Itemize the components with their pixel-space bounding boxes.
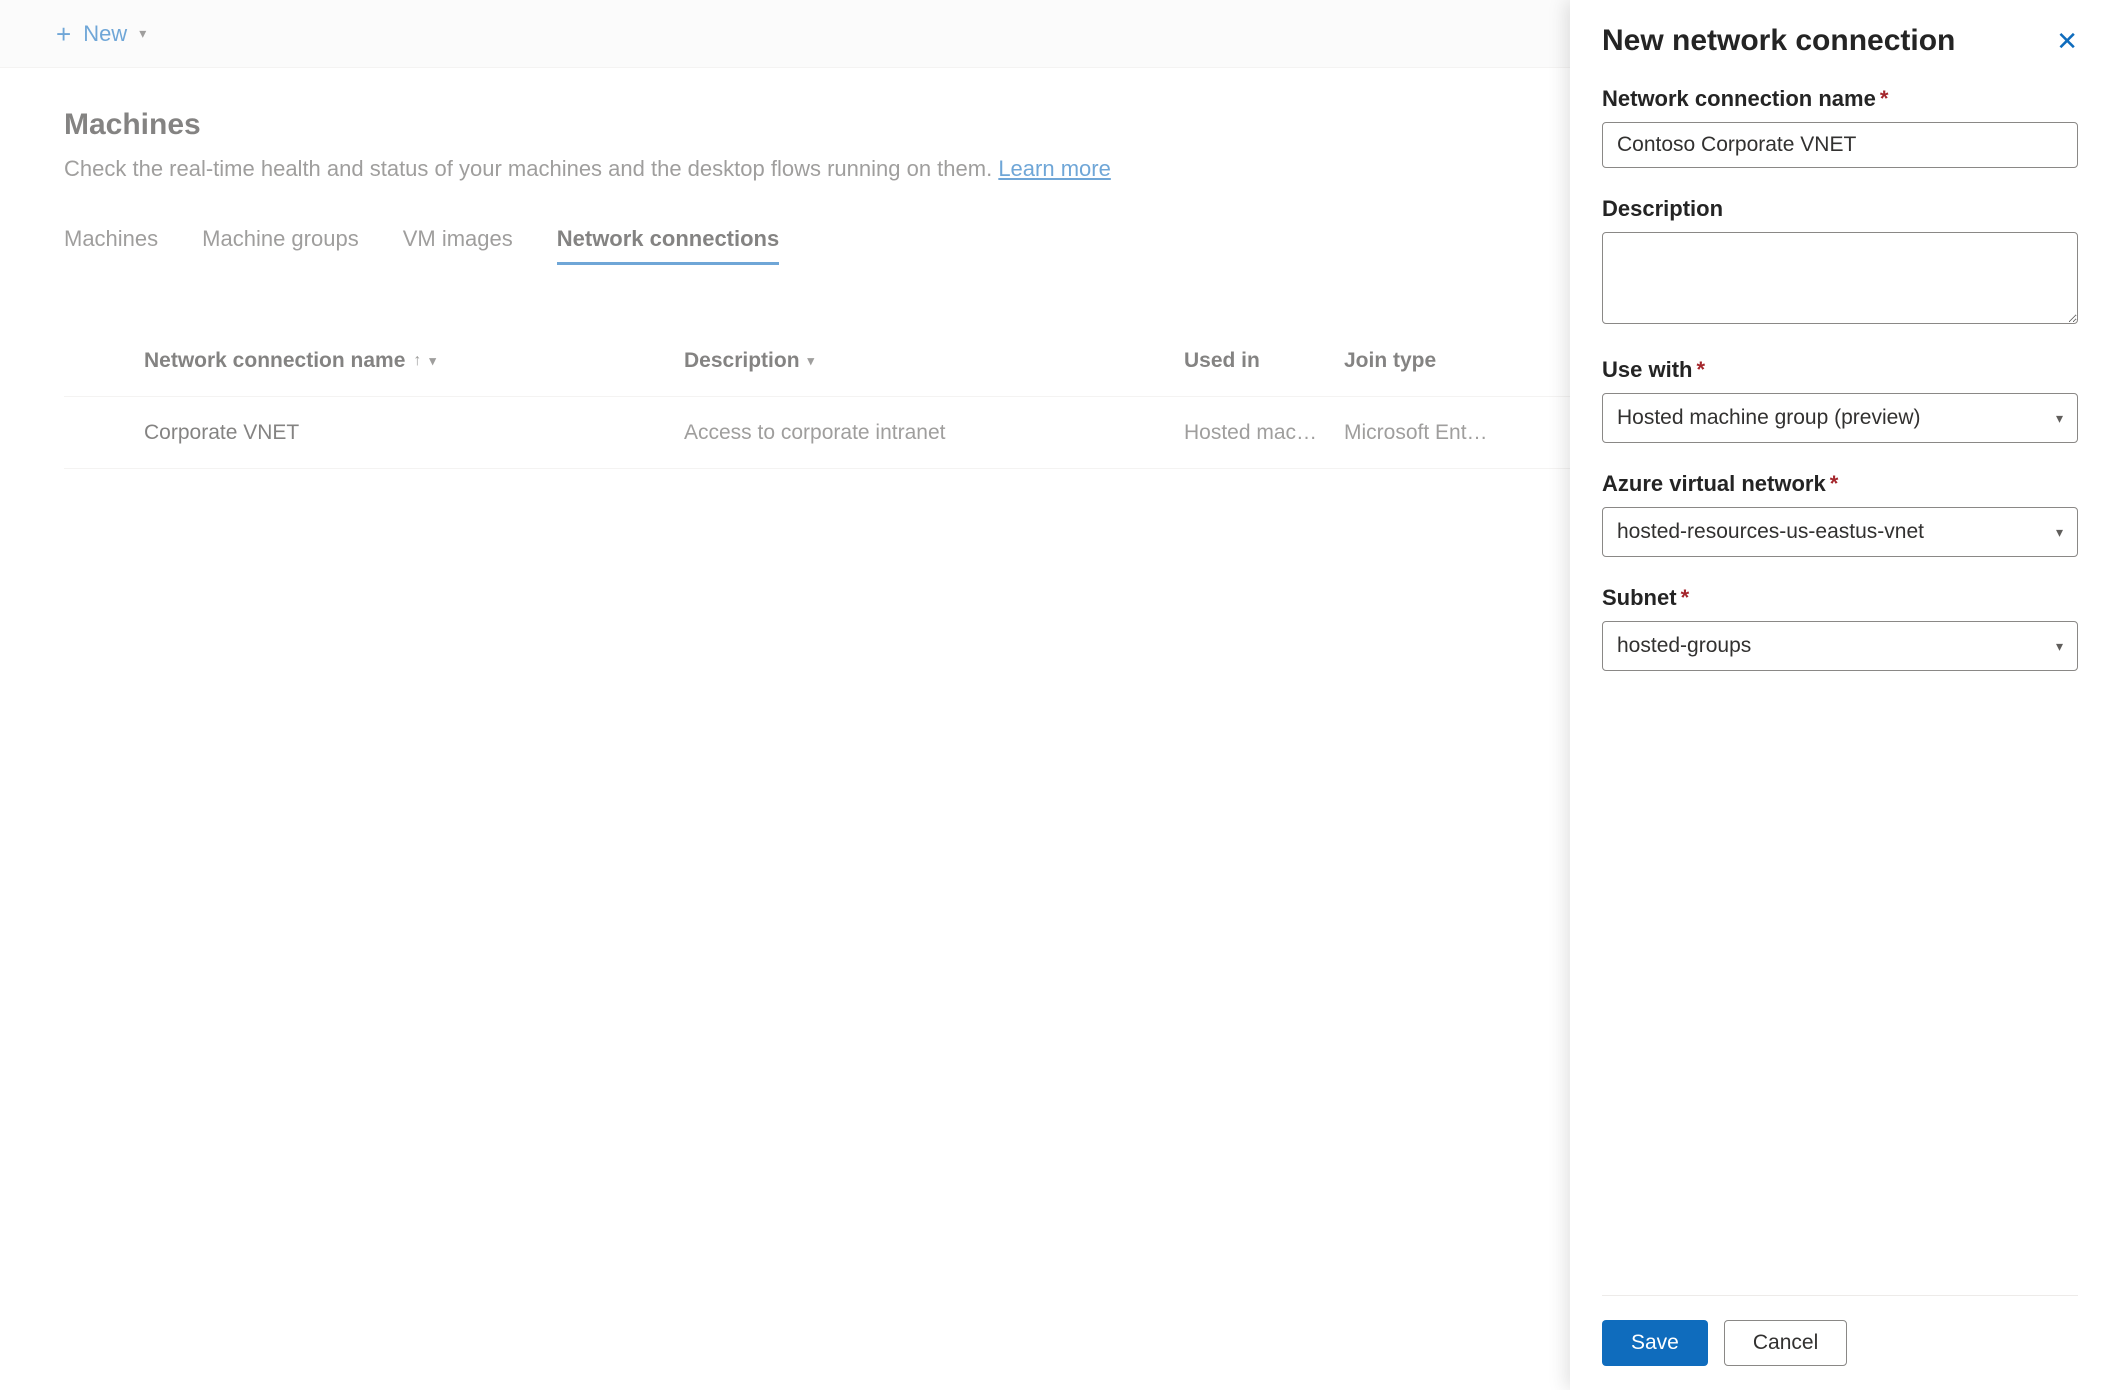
use-with-value: Hosted machine group (preview) xyxy=(1617,406,1920,430)
tab-network-connections[interactable]: Network connections xyxy=(557,226,779,265)
chevron-down-icon: ▾ xyxy=(2056,524,2063,541)
required-indicator: * xyxy=(1681,585,1690,610)
save-button[interactable]: Save xyxy=(1602,1320,1708,1366)
description-input[interactable] xyxy=(1602,232,2078,324)
new-button-label: New xyxy=(83,21,127,47)
label-use-with-text: Use with xyxy=(1602,357,1692,382)
close-icon: ✕ xyxy=(2056,26,2078,56)
subnet-select[interactable]: hosted-groups ▾ xyxy=(1602,621,2078,671)
field-subnet: Subnet* hosted-groups ▾ xyxy=(1602,585,2078,671)
tab-machine-groups[interactable]: Machine groups xyxy=(202,226,359,265)
label-subnet-text: Subnet xyxy=(1602,585,1677,610)
col-description[interactable]: Description ▾ xyxy=(684,349,1184,373)
panel-title: New network connection xyxy=(1602,24,1955,58)
chevron-down-icon: ▾ xyxy=(2056,638,2063,655)
chevron-down-icon: ▾ xyxy=(2056,410,2063,427)
cell-description: Access to corporate intranet xyxy=(684,421,1184,445)
col-join-type[interactable]: Join type xyxy=(1344,349,1544,373)
subnet-value: hosted-groups xyxy=(1617,634,1751,658)
new-button[interactable]: + New ▾ xyxy=(56,21,146,47)
col-used-in[interactable]: Used in xyxy=(1184,349,1344,373)
tab-vm-images[interactable]: VM images xyxy=(403,226,513,265)
field-use-with: Use with* Hosted machine group (preview)… xyxy=(1602,357,2078,443)
col-description-label: Description xyxy=(684,349,800,373)
label-azure-vnet-text: Azure virtual network xyxy=(1602,471,1826,496)
field-description: Description xyxy=(1602,196,2078,329)
cell-join-type: Microsoft Ent… xyxy=(1344,421,1544,445)
col-name[interactable]: Network connection name ↑ ▾ xyxy=(144,349,684,373)
chevron-down-icon: ▾ xyxy=(139,25,146,42)
required-indicator: * xyxy=(1830,471,1839,496)
col-join-type-label: Join type xyxy=(1344,349,1436,373)
panel-footer: Save Cancel xyxy=(1602,1295,2078,1366)
label-use-with: Use with* xyxy=(1602,357,2078,383)
label-azure-vnet: Azure virtual network* xyxy=(1602,471,2078,497)
field-connection-name: Network connection name* xyxy=(1602,86,2078,168)
new-connection-panel: New network connection ✕ Network connect… xyxy=(1570,0,2110,1390)
close-button[interactable]: ✕ xyxy=(2056,28,2078,54)
azure-vnet-value: hosted-resources-us-eastus-vnet xyxy=(1617,520,1924,544)
azure-vnet-select[interactable]: hosted-resources-us-eastus-vnet ▾ xyxy=(1602,507,2078,557)
sort-ascending-icon: ↑ xyxy=(413,352,421,370)
label-connection-name-text: Network connection name xyxy=(1602,86,1876,111)
tab-machines[interactable]: Machines xyxy=(64,226,158,265)
plus-icon: + xyxy=(56,21,71,47)
col-used-in-label: Used in xyxy=(1184,349,1260,373)
col-name-label: Network connection name xyxy=(144,349,405,373)
cell-used-in: Hosted mach… xyxy=(1184,421,1344,445)
required-indicator: * xyxy=(1880,86,1889,111)
use-with-select[interactable]: Hosted machine group (preview) ▾ xyxy=(1602,393,2078,443)
cancel-button[interactable]: Cancel xyxy=(1724,1320,1847,1366)
field-azure-vnet: Azure virtual network* hosted-resources-… xyxy=(1602,471,2078,557)
chevron-down-icon: ▾ xyxy=(429,353,436,369)
label-subnet: Subnet* xyxy=(1602,585,2078,611)
page-subtitle-text: Check the real-time health and status of… xyxy=(64,156,998,181)
panel-header: New network connection ✕ xyxy=(1602,24,2078,58)
learn-more-link[interactable]: Learn more xyxy=(998,156,1111,181)
label-connection-name: Network connection name* xyxy=(1602,86,2078,112)
chevron-down-icon: ▾ xyxy=(808,353,815,369)
connection-name-input[interactable] xyxy=(1602,122,2078,168)
required-indicator: * xyxy=(1696,357,1705,382)
cell-name: Corporate VNET xyxy=(144,421,684,445)
label-description: Description xyxy=(1602,196,2078,222)
